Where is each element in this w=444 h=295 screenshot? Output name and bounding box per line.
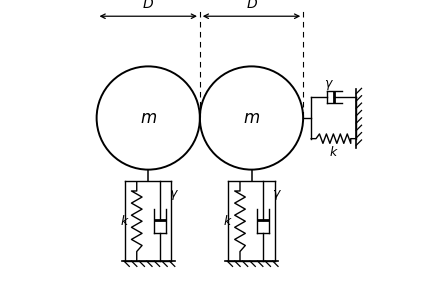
Text: k: k bbox=[330, 146, 337, 159]
Text: m: m bbox=[243, 109, 260, 127]
Text: D: D bbox=[246, 0, 257, 11]
Text: γ: γ bbox=[273, 187, 280, 200]
Text: k: k bbox=[224, 215, 231, 228]
Text: D: D bbox=[143, 0, 154, 11]
Text: m: m bbox=[140, 109, 156, 127]
Text: γ: γ bbox=[324, 77, 331, 90]
Text: k: k bbox=[121, 215, 128, 228]
Text: γ: γ bbox=[169, 187, 177, 200]
